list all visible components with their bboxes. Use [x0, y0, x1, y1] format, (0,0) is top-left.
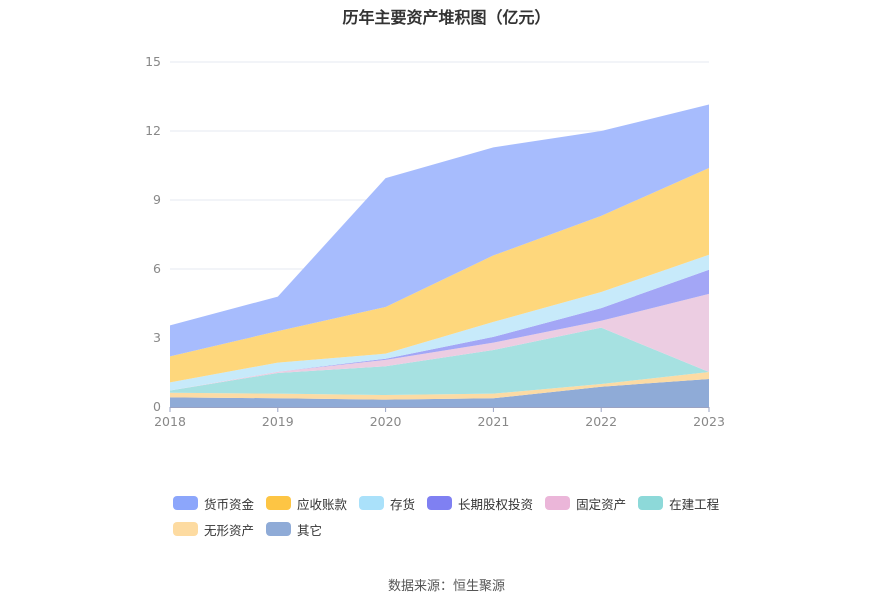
legend-label: 存货	[390, 496, 416, 512]
x-tick-label: 2022	[585, 414, 617, 429]
legend: 货币资金 应收账款 存货 长期股权投资 固定资产 在建工程无形资产 其它	[173, 494, 753, 546]
axes: 0 3 6 9 12 15 2018 2019 2020 2021 2022 2023	[145, 54, 725, 429]
data-source: 数据来源：恒生聚源	[387, 579, 505, 594]
y-tick-label: 0	[153, 399, 161, 414]
x-tick-label: 2021	[477, 414, 509, 429]
x-tick-label: 2018	[154, 414, 186, 429]
legend-item[interactable]: 应收账款	[266, 494, 347, 512]
legend-label: 长期股权投资	[458, 496, 534, 512]
legend-swatch	[545, 496, 571, 510]
y-tick-label: 3	[153, 330, 161, 345]
legend-swatch	[173, 496, 198, 510]
chart-title: 历年主要资产堆积图（亿元）	[342, 8, 551, 27]
x-tick-label: 2020	[370, 414, 402, 429]
legend-item[interactable]: 存货	[359, 494, 415, 512]
legend-swatch	[266, 522, 292, 536]
area-series-1	[170, 372, 709, 400]
area-series-6	[170, 168, 709, 383]
legend-label: 其它	[297, 522, 323, 538]
legend-swatch	[359, 496, 385, 510]
y-tick-label: 9	[153, 192, 161, 207]
legend-label: 无形资产	[204, 522, 255, 538]
legend-item[interactable]: 货币资金	[173, 494, 254, 512]
area-series	[170, 104, 709, 407]
legend-label: 固定资产	[576, 496, 627, 512]
y-tick-label: 12	[145, 123, 161, 138]
legend-item[interactable]: 其它	[266, 520, 322, 538]
legend-item[interactable]: 在建工程	[638, 494, 719, 512]
area-series-0	[170, 378, 709, 407]
area-series-2	[170, 327, 709, 396]
legend-item[interactable]: 无形资产	[173, 520, 254, 538]
x-tick-label: 2023	[693, 414, 725, 429]
legend-swatch	[173, 522, 198, 536]
y-tick-label: 6	[153, 261, 161, 276]
legend-item[interactable]: 固定资产	[545, 494, 626, 512]
y-tick-label: 15	[145, 54, 161, 69]
x-tick-label: 2019	[262, 414, 294, 429]
legend-swatch	[638, 496, 664, 510]
area-series-5	[170, 254, 709, 391]
legend-label: 应收账款	[297, 496, 348, 512]
legend-swatch	[427, 496, 453, 510]
area-series-7	[170, 104, 709, 357]
legend-item[interactable]: 长期股权投资	[427, 494, 533, 512]
legend-label: 货币资金	[204, 496, 255, 512]
legend-swatch	[266, 496, 292, 510]
legend-label: 在建工程	[669, 496, 720, 512]
